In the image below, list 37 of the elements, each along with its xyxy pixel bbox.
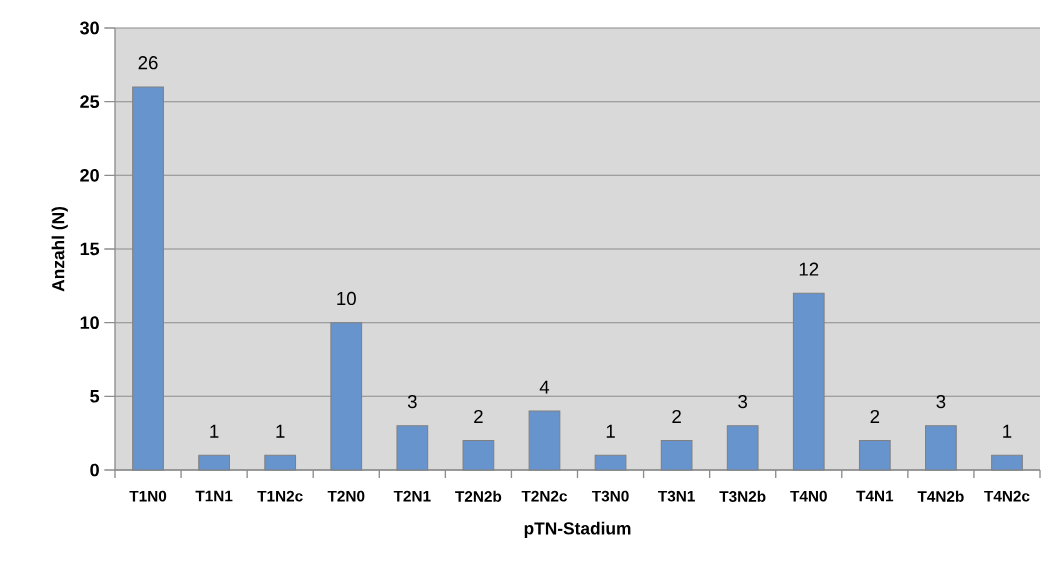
x-tick-label: T2N1 (393, 490, 431, 502)
x-tick-label: T2N0 (327, 490, 365, 502)
data-label: 3 (936, 394, 946, 409)
x-tick-label: T4N2c (984, 490, 1030, 502)
y-tick-label: 10 (80, 316, 99, 330)
x-tick-label: T1N0 (129, 490, 167, 502)
x-tick-label: T4N2b (917, 490, 964, 502)
data-label: 1 (210, 424, 219, 438)
data-label: 2 (672, 409, 681, 423)
data-label: 1 (276, 424, 285, 438)
x-tick-label: T2N2b (455, 490, 502, 502)
y-tick-label: 0 (90, 463, 99, 477)
x-tick-label: T4N0 (790, 490, 827, 502)
data-label: 4 (539, 380, 550, 394)
data-label: 12 (799, 262, 819, 276)
data-label: 3 (407, 394, 417, 409)
x-tick-label: T3N2b (719, 490, 766, 502)
y-tick-label: 25 (80, 95, 100, 109)
x-tick-label: T2N2c (521, 490, 568, 502)
data-label: 2 (474, 409, 483, 423)
x-tick-label: T3N1 (658, 490, 695, 502)
x-tick-label: T4N1 (856, 490, 894, 502)
x-tick-label: T3N0 (591, 490, 629, 502)
data-label: 1 (606, 424, 615, 438)
x-tick-label: T1N1 (195, 490, 233, 502)
y-tick-label: 20 (80, 168, 99, 182)
x-tick-label: T1N2c (257, 490, 303, 502)
y-tick-label: 5 (90, 390, 100, 403)
data-label: 10 (337, 291, 356, 306)
x-axis-title: pTN-Stadium (524, 521, 631, 538)
y-tick-label: 30 (80, 21, 99, 35)
data-label: 2 (870, 409, 880, 423)
data-label: 1 (1003, 424, 1012, 438)
y-tick-label: 15 (80, 242, 100, 256)
data-label: 3 (738, 394, 748, 409)
y-axis-title: Anzahl (N) (51, 207, 68, 292)
data-label: 26 (138, 56, 158, 70)
